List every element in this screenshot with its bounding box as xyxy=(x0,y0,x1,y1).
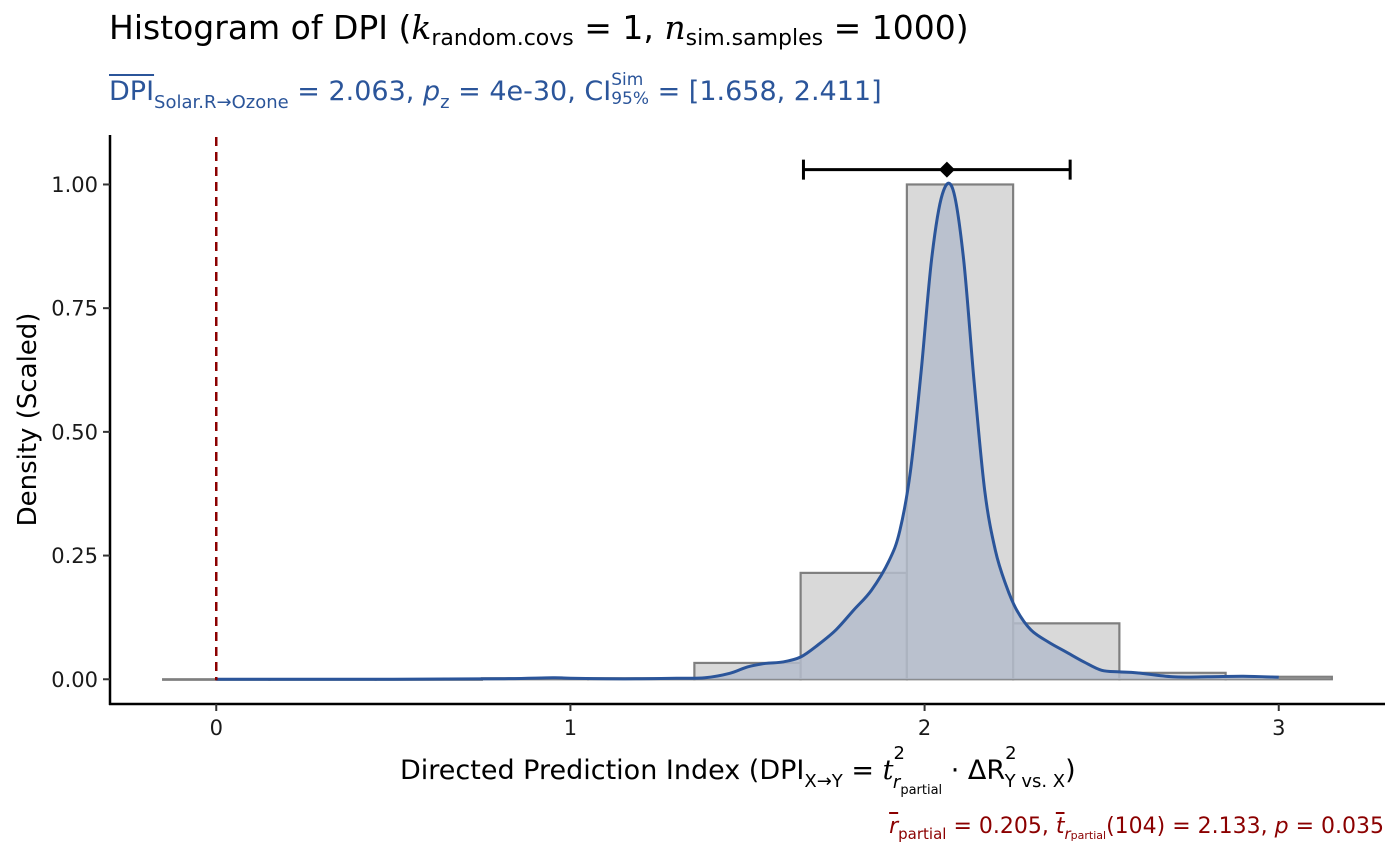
y-tick-label-1: 0.25 xyxy=(51,544,98,568)
x-title-eq: = xyxy=(843,755,883,786)
x-title-main: Directed Prediction Index (DPI xyxy=(400,755,804,786)
histogram-bars xyxy=(162,183,1333,681)
subtitle-ci: CI xyxy=(584,76,612,107)
subtitle-ci-sub: 95% xyxy=(611,88,649,109)
y-tick-label-4: 1.00 xyxy=(51,173,98,197)
x-title-t: t xyxy=(883,755,894,786)
subtitle-p-val: = 4e-30, xyxy=(449,76,585,107)
x-title-close: ) xyxy=(1065,755,1076,786)
axis-labels-layer: 0 1 2 3 0.00 0.25 0.50 0.75 1.00 Density (Scaled)… xyxy=(13,173,1285,798)
density-layer xyxy=(216,181,1279,681)
chart-subtitle: DPISolar.R→Ozone = 2.063, pz = 4e-30, CI… xyxy=(109,70,882,113)
x-tick-label-0: 0 xyxy=(210,716,223,740)
caption-r-val: = 0.205, xyxy=(946,814,1056,839)
y-axis-title: Density (Scaled) xyxy=(13,313,43,527)
density-area xyxy=(216,183,1279,680)
y-tick-label-0: 0.00 xyxy=(51,668,98,692)
caption-r-sub: partial xyxy=(898,825,947,843)
subtitle-dpi-val: = 2.063, xyxy=(288,76,423,107)
caption-p: p xyxy=(1274,814,1289,839)
x-title-t-subsub: partial xyxy=(900,783,942,798)
title-k-sub: random.covs xyxy=(431,26,574,51)
caption-t-sub: rpartial xyxy=(1064,825,1106,843)
title-prefix: Histogram of DPI ( xyxy=(109,8,412,47)
subtitle-dpi: DPI xyxy=(109,76,155,107)
x-axis-title: Directed Prediction Index (DPIX→Y = t2 rp… xyxy=(400,743,1076,798)
chart-caption: rpartial = 0.205, trpartial(104) = 2.133… xyxy=(889,814,1384,843)
subtitle-dpi-sub: Solar.R→Ozone xyxy=(154,92,289,113)
x-tick-label-2: 2 xyxy=(918,716,931,740)
x-title-t-sup: 2 xyxy=(893,743,904,764)
title-k-eq: = 1, xyxy=(573,8,665,47)
x-title-t-sub-r: r xyxy=(893,772,902,793)
caption-t-subsub: partial xyxy=(1070,829,1107,842)
subtitle-p: p xyxy=(422,76,441,107)
caption-t-val: (104) = 2.133, xyxy=(1106,814,1275,839)
axes-layer xyxy=(103,135,1385,711)
title-n-eq: = 1000) xyxy=(823,8,969,47)
x-title-delta-r: · ΔR xyxy=(942,755,1005,786)
x-tick-label-3: 3 xyxy=(1272,716,1285,740)
caption-t: t xyxy=(1055,814,1065,839)
confidence-interval-layer xyxy=(801,159,1072,180)
subtitle-ci-sup: Sim xyxy=(611,69,644,90)
point-estimate-marker xyxy=(938,161,955,178)
y-tick-label-3: 0.75 xyxy=(51,297,98,321)
x-tick-label-1: 1 xyxy=(564,716,577,740)
caption-r: r xyxy=(889,814,899,839)
y-tick-label-2: 0.50 xyxy=(51,420,98,444)
x-title-dpi-sub: X→Y xyxy=(804,771,843,792)
density-curve xyxy=(216,181,1279,681)
x-title-r-sub: Y vs. X xyxy=(1004,771,1066,792)
title-n-sub: sim.samples xyxy=(685,26,824,51)
subtitle-ci-val: = [1.658, 2.411] xyxy=(649,76,882,107)
title-n: n xyxy=(664,8,686,47)
caption-t-sub-r: r xyxy=(1064,825,1071,843)
subtitle-ci-scripts: Sim 95% xyxy=(611,69,649,109)
subtitle-p-sub: z xyxy=(440,92,450,113)
caption-p-val: = 0.035 xyxy=(1288,814,1384,839)
chart-title: Histogram of DPI (krandom.covs = 1, nsim… xyxy=(109,8,969,51)
title-k: k xyxy=(411,8,432,47)
x-title-r-sup: 2 xyxy=(1005,743,1016,764)
